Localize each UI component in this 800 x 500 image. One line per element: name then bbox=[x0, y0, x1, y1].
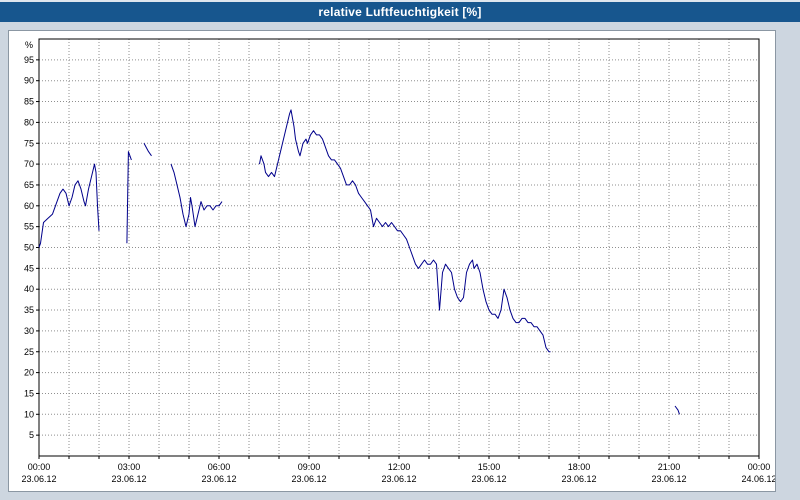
svg-text:20: 20 bbox=[24, 368, 34, 378]
chart-svg: 95 90 85 80 75 70 65 60 55 50 45 40 35 30 25 20 15 10 5 00:… bbox=[21, 38, 777, 484]
svg-text:5: 5 bbox=[29, 430, 34, 440]
svg-text:70: 70 bbox=[24, 159, 34, 169]
svg-text:75: 75 bbox=[24, 138, 34, 148]
svg-text:24.06.12: 24.06.12 bbox=[741, 474, 775, 484]
svg-text:10: 10 bbox=[24, 409, 34, 419]
svg-text:23.06.12: 23.06.12 bbox=[561, 474, 596, 484]
svg-text:15:00: 15:00 bbox=[478, 462, 501, 472]
title-bar: relative Luftfeuchtigkeit [%] bbox=[0, 0, 800, 22]
svg-text:25: 25 bbox=[24, 347, 34, 357]
svg-text:80: 80 bbox=[24, 117, 34, 127]
svg-text:00:00: 00:00 bbox=[748, 462, 771, 472]
svg-text:55: 55 bbox=[24, 222, 34, 232]
svg-text:23.06.12: 23.06.12 bbox=[471, 474, 506, 484]
svg-text:09:00: 09:00 bbox=[298, 462, 321, 472]
svg-text:23.06.12: 23.06.12 bbox=[381, 474, 416, 484]
svg-text:65: 65 bbox=[24, 180, 34, 190]
svg-text:23.06.12: 23.06.12 bbox=[291, 474, 326, 484]
svg-text:00:00: 00:00 bbox=[28, 462, 51, 472]
svg-text:23.06.12: 23.06.12 bbox=[111, 474, 146, 484]
svg-text:95: 95 bbox=[24, 55, 34, 65]
svg-text:12:00: 12:00 bbox=[388, 462, 411, 472]
chart-panel: 95 90 85 80 75 70 65 60 55 50 45 40 35 30 25 20 15 10 5 00:… bbox=[8, 30, 777, 492]
window-title: relative Luftfeuchtigkeit [%] bbox=[318, 5, 482, 19]
svg-text:35: 35 bbox=[24, 305, 34, 315]
svg-text:90: 90 bbox=[24, 76, 34, 86]
svg-text:03:00: 03:00 bbox=[118, 462, 141, 472]
svg-text:23.06.12: 23.06.12 bbox=[21, 474, 56, 484]
svg-text:18:00: 18:00 bbox=[568, 462, 591, 472]
svg-text:21:00: 21:00 bbox=[658, 462, 681, 472]
svg-text:%: % bbox=[25, 40, 33, 50]
svg-text:60: 60 bbox=[24, 201, 34, 211]
svg-text:23.06.12: 23.06.12 bbox=[201, 474, 236, 484]
svg-text:06:00: 06:00 bbox=[208, 462, 231, 472]
svg-text:45: 45 bbox=[24, 263, 34, 273]
svg-text:15: 15 bbox=[24, 388, 34, 398]
svg-text:30: 30 bbox=[24, 326, 34, 336]
svg-text:85: 85 bbox=[24, 97, 34, 107]
svg-text:23.06.12: 23.06.12 bbox=[651, 474, 686, 484]
svg-text:40: 40 bbox=[24, 284, 34, 294]
svg-text:50: 50 bbox=[24, 243, 34, 253]
